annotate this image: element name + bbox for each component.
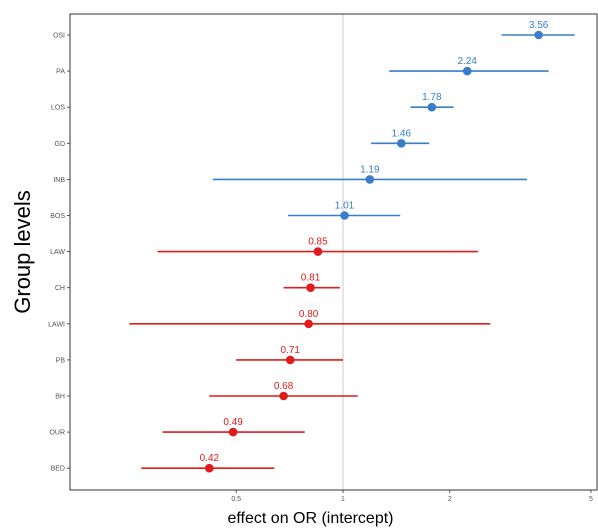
y-tick-label-inb: INB bbox=[53, 177, 65, 184]
x-tick-label: 1 bbox=[341, 496, 345, 503]
data-label-pb: 0.71 bbox=[280, 345, 300, 356]
point-osi bbox=[534, 30, 543, 40]
y-tick-label-los: LOS bbox=[51, 105, 65, 112]
point-pb bbox=[285, 355, 295, 365]
point-bh bbox=[279, 391, 288, 401]
data-label-law: 0.85 bbox=[308, 237, 328, 248]
y-tick-label-law: LAW bbox=[50, 249, 65, 256]
y-tick-label-pb: PB bbox=[56, 357, 66, 364]
data-label-our: 0.49 bbox=[223, 417, 243, 428]
data-label-pa: 2.24 bbox=[458, 56, 478, 67]
data-label-inb: 1.19 bbox=[360, 164, 380, 175]
y-tick-label-ch: CH bbox=[55, 285, 65, 292]
point-pa bbox=[462, 66, 472, 76]
point-bos bbox=[340, 211, 349, 220]
y-tick-label-gd: GD bbox=[55, 141, 66, 148]
x-axis-label: effect on OR (intercept) bbox=[228, 510, 394, 527]
point-bed bbox=[205, 463, 214, 473]
data-label-gd: 1.46 bbox=[392, 128, 412, 139]
point-gd bbox=[397, 139, 406, 148]
y-tick-label-bos: BOS bbox=[50, 213, 65, 220]
x-tick-label: 0.5 bbox=[231, 496, 241, 503]
y-tick-label-osi: OSI bbox=[53, 33, 65, 40]
point-our bbox=[228, 427, 238, 437]
data-label-osi: 3.56 bbox=[529, 20, 549, 31]
data-label-lawi: 0.80 bbox=[299, 309, 319, 320]
point-los bbox=[427, 102, 437, 112]
point-law bbox=[313, 247, 323, 256]
x-tick-label: 5 bbox=[589, 496, 593, 503]
point-lawi bbox=[304, 319, 313, 329]
y-axis-label: Group levels bbox=[10, 190, 35, 314]
data-label-los: 1.78 bbox=[422, 92, 442, 103]
y-tick-label-pa: PA bbox=[56, 69, 65, 76]
data-label-bed: 0.42 bbox=[200, 453, 220, 464]
x-tick-label: 2 bbox=[448, 496, 452, 503]
y-tick-label-our: OUR bbox=[49, 430, 65, 437]
y-tick-label-lawi: LAWI bbox=[48, 321, 65, 328]
plot-frame bbox=[69, 13, 598, 491]
y-tick-label-bed: BED bbox=[51, 466, 65, 473]
y-tick-label-bh: BH bbox=[55, 394, 65, 401]
data-label-ch: 0.81 bbox=[301, 273, 321, 284]
data-label-bos: 1.01 bbox=[335, 201, 355, 212]
data-label-bh: 0.68 bbox=[274, 381, 294, 392]
point-inb bbox=[365, 175, 375, 184]
point-ch bbox=[306, 283, 315, 293]
